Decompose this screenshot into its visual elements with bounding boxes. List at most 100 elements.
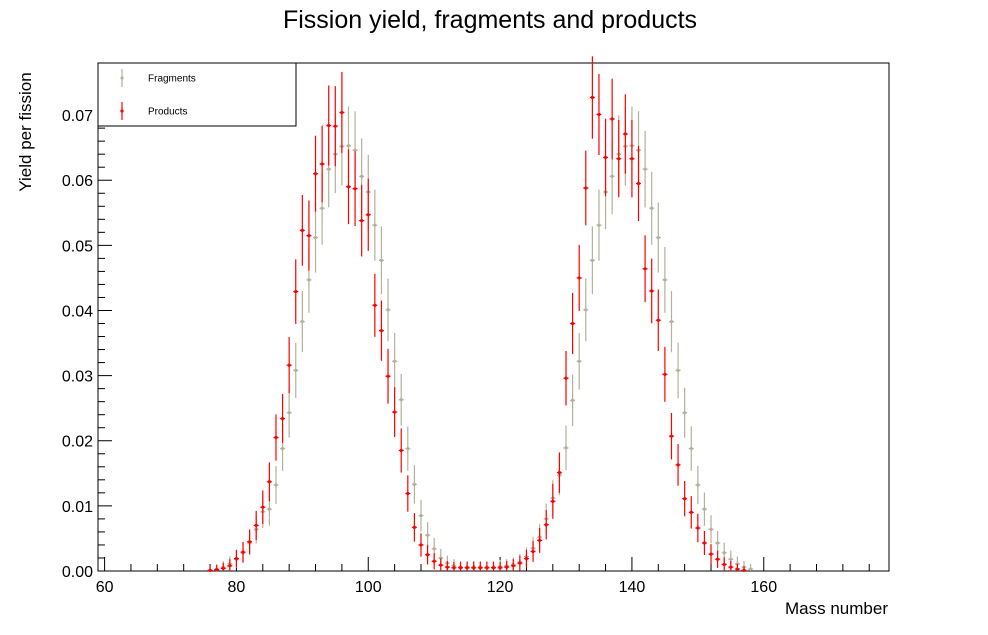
y-tick-label: 0.05 (62, 238, 93, 255)
x-tick-label: 60 (96, 579, 114, 596)
data-point (484, 561, 490, 571)
data-point (701, 492, 707, 526)
data-point (596, 73, 602, 155)
data-point (504, 560, 510, 571)
data-point (734, 563, 740, 571)
data-point (233, 549, 239, 568)
data-point (655, 289, 661, 351)
data-point (405, 475, 411, 512)
data-point (523, 549, 529, 568)
x-tick-label: 140 (619, 579, 646, 596)
data-point (655, 202, 661, 273)
data-point (668, 412, 674, 460)
data-point (701, 530, 707, 555)
data-point (649, 258, 655, 324)
data-point (715, 550, 721, 568)
data-point (425, 521, 431, 549)
series-products (207, 56, 747, 572)
x-tick-label: 120 (487, 579, 514, 596)
data-point (352, 151, 358, 227)
legend: Fragments Products (97, 62, 297, 127)
data-point (458, 561, 464, 571)
data-point (477, 561, 483, 571)
data-point (609, 78, 615, 160)
data-point (748, 563, 754, 571)
data-point (741, 566, 747, 572)
data-point (695, 513, 701, 543)
data-point (675, 342, 681, 399)
data-point (214, 565, 220, 572)
data-point (583, 278, 589, 342)
data-point (464, 561, 470, 571)
legend-item-products: Products (120, 102, 187, 120)
y-tick-label: 0.03 (62, 369, 93, 386)
data-point (471, 561, 477, 571)
data-point (392, 387, 398, 438)
x-axis-label: Mass number (785, 599, 888, 618)
y-tick-label: 0.02 (62, 434, 93, 451)
data-point (570, 374, 576, 427)
data-points (207, 56, 754, 572)
data-point (273, 465, 279, 505)
data-point (385, 278, 391, 342)
data-point (280, 394, 286, 444)
chart-title: Fission yield, fragments and products (283, 6, 697, 34)
data-point (405, 426, 411, 471)
data-point (556, 452, 562, 493)
data-point (392, 332, 398, 390)
data-point (345, 149, 351, 225)
data-point (299, 195, 305, 266)
data-point (326, 85, 332, 166)
y-tick-label: 0.01 (62, 499, 93, 516)
data-point (728, 560, 734, 571)
data-point (444, 560, 450, 571)
data-point (411, 465, 417, 504)
data-point (266, 462, 272, 502)
y-tick-label: 0.07 (62, 108, 93, 125)
data-point (372, 273, 378, 337)
data-point (589, 56, 595, 139)
x-tick-label: 80 (228, 579, 246, 596)
data-point (550, 483, 556, 519)
data-point (682, 481, 688, 517)
data-point (359, 184, 365, 257)
data-point (293, 259, 299, 324)
data-point (563, 425, 569, 471)
data-point (378, 226, 384, 295)
data-point (662, 246, 668, 313)
data-point (688, 496, 694, 529)
data-point (418, 533, 424, 557)
data-point (313, 135, 319, 212)
x-tick-label: 160 (750, 579, 777, 596)
data-point (411, 513, 417, 542)
legend-label: Products (148, 107, 187, 118)
data-point (708, 544, 714, 564)
data-point (273, 414, 279, 461)
data-point (629, 120, 635, 198)
y-tick-label: 0.00 (62, 564, 93, 581)
data-point (616, 120, 622, 198)
data-point (398, 428, 404, 473)
data-point (299, 290, 305, 353)
data-point (642, 235, 648, 303)
data-point (332, 86, 338, 167)
data-point (530, 541, 536, 562)
data-point (286, 337, 292, 394)
data-point (378, 300, 384, 361)
data-point (497, 561, 503, 571)
data-point (537, 527, 543, 553)
data-point (365, 178, 371, 251)
x-axis-ticks: 60 80 100 120 140 160 (96, 557, 870, 596)
data-point (220, 562, 226, 571)
x-tick-label: 100 (355, 579, 382, 596)
data-point (636, 145, 642, 222)
data-point (576, 332, 582, 390)
data-point (589, 226, 595, 295)
data-point (682, 387, 688, 438)
data-point (583, 150, 589, 226)
data-point (622, 94, 628, 174)
y-axis-ticks: 0.00 0.01 0.02 0.03 0.04 0.05 0.06 0.07 (62, 75, 112, 581)
data-point (398, 373, 404, 426)
data-point (253, 510, 259, 541)
